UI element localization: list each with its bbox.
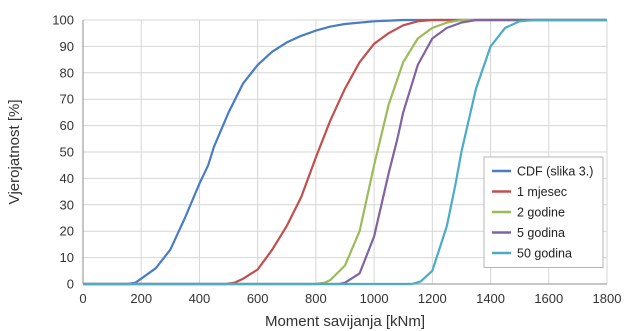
y-tick-label: 40 [60,171,74,186]
x-tick-label: 1000 [360,291,389,306]
legend-label: 2 godine [517,206,565,220]
y-tick-label: 0 [67,277,74,292]
x-tick-label: 1800 [593,291,622,306]
x-tick-label: 1400 [476,291,505,306]
legend-label: 50 godina [517,247,572,261]
x-tick-label: 1600 [534,291,563,306]
y-tick-label: 50 [60,145,74,160]
y-tick-label: 20 [60,224,74,239]
x-tick-label: 200 [130,291,152,306]
x-axis-label: Moment savijanja [kNm] [265,313,425,330]
y-tick-label: 10 [60,250,74,265]
series-line [83,18,607,286]
series-line [83,18,607,286]
y-tick-label: 60 [60,118,74,133]
x-tick-label: 600 [247,291,269,306]
y-tick-label: 70 [60,92,74,107]
x-tick-label: 1200 [418,291,447,306]
series-line [83,18,607,286]
y-axis-label: Vjerojatnost [%] [6,99,23,204]
grid-lines [83,19,608,284]
y-tick-label: 90 [60,39,74,54]
legend-label: 1 mjesec [517,185,567,199]
x-tick-label: 800 [305,291,327,306]
series-lines [83,18,607,286]
legend: CDF (slika 3.) 1 mjesec 2 godine 5 godina 50… [483,156,604,268]
series-line [83,18,607,286]
x-tick-label: 0 [79,291,86,306]
legend-label: CDF (slika 3.) [517,165,593,179]
y-tick-label: 100 [52,13,74,28]
x-tick-label: 400 [189,291,211,306]
y-tick-label: 30 [60,197,74,212]
y-tick-label: 80 [60,65,74,80]
legend-label: 5 godina [517,226,565,240]
series-line [83,18,607,286]
